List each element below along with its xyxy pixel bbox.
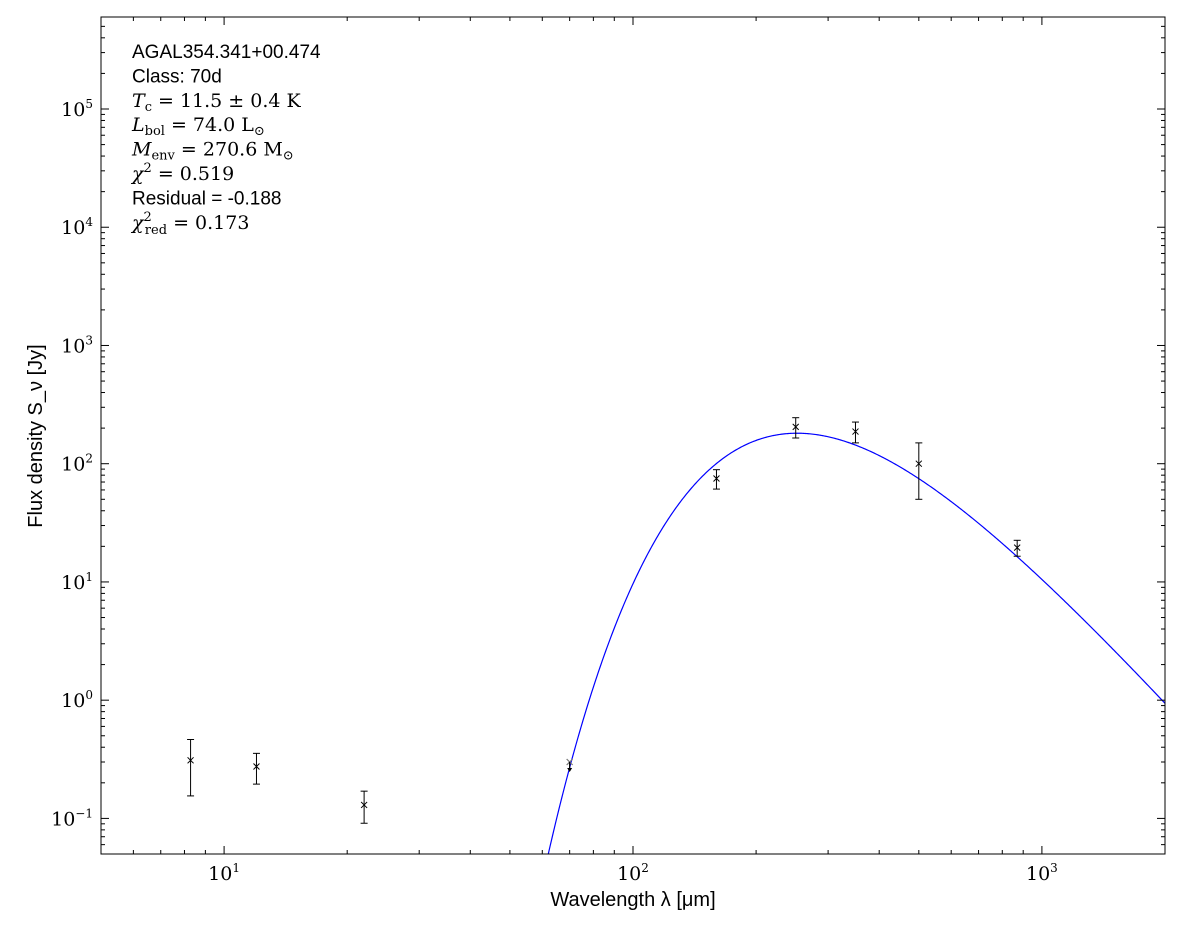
y-tick-label: 103 <box>61 333 93 357</box>
y-tick-labels: 10−1 100 101 102 103 104 105 <box>51 97 93 830</box>
x-tick-label: 103 <box>1026 861 1058 885</box>
axis-ticks <box>100 16 1166 855</box>
x-tick-label: 102 <box>617 861 649 885</box>
data-point <box>252 752 260 785</box>
point-marker <box>1013 544 1021 552</box>
annotation-line: Class: 70d <box>132 66 222 87</box>
y-tick-label: 100 <box>61 688 93 712</box>
data-point <box>915 442 923 500</box>
data-point <box>712 469 720 490</box>
fit-annotations: AGAL354.341+00.474 Class: 70d Tc = 11.5 ± … <box>130 42 321 238</box>
x-axis-label: Wavelength λ [μm] <box>550 889 715 911</box>
plot-area: 101 102 103 10−1 100 101 102 103 104 105 <box>51 16 1166 885</box>
point-marker <box>187 756 194 764</box>
point-marker <box>792 423 800 431</box>
y-tick-label: 102 <box>61 452 93 476</box>
y-axis-label: Flux density S_ν [Jy] <box>25 344 47 527</box>
annotation-line: Residual = -0.188 <box>132 188 281 209</box>
point-marker <box>852 428 859 435</box>
point-marker <box>915 460 923 468</box>
annotation-line: χ2 red = 0.173 <box>130 210 249 238</box>
data-point <box>1013 539 1021 557</box>
annotation-line: χ2 = 0.519 <box>130 161 234 185</box>
upper-limit-arrowhead <box>567 767 573 772</box>
point-marker <box>713 475 720 482</box>
annotation-line: Lbol = 74.0 L⊙ <box>131 114 265 139</box>
y-tick-label: 104 <box>61 215 93 239</box>
point-marker <box>253 763 260 770</box>
data-point <box>360 790 368 824</box>
data-point <box>851 421 859 444</box>
annotation-line: Tc = 11.5 ± 0.4 K <box>132 90 302 115</box>
y-tick-label: 10−1 <box>51 806 93 830</box>
data-points <box>187 417 1021 824</box>
data-point <box>566 758 574 772</box>
annotation-line: Menv = 270.6 M⊙ <box>131 139 294 164</box>
model-sed-curve <box>547 432 1165 854</box>
point-marker <box>360 801 368 809</box>
x-tick-labels: 101 102 103 <box>208 861 1058 885</box>
y-tick-label: 105 <box>61 97 93 121</box>
data-point <box>792 417 800 439</box>
x-tick-label: 101 <box>208 861 240 885</box>
annotation-line: AGAL354.341+00.474 <box>132 42 321 63</box>
y-tick-label: 101 <box>61 570 93 594</box>
data-point <box>187 738 195 797</box>
